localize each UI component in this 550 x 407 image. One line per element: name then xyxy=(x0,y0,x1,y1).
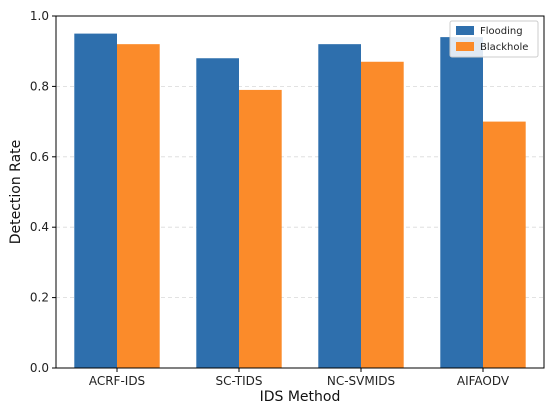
x-tick-label: SC-TIDS xyxy=(216,374,263,388)
x-axis-title: IDS Method xyxy=(260,389,341,405)
y-tick-label: 0.8 xyxy=(30,79,49,93)
legend-label-flooding: Flooding xyxy=(480,26,523,37)
legend: Flooding Blackhole xyxy=(449,20,539,58)
bar-flooding-acrf-ids xyxy=(74,33,117,368)
bar-blackhole-sc-tids xyxy=(239,89,282,369)
bar-blackhole-acrf-ids xyxy=(117,44,160,368)
plot-frame xyxy=(55,15,545,369)
y-tick-label: 1.0 xyxy=(30,9,49,23)
y-tick-label: 0.2 xyxy=(30,291,49,305)
x-tick-label: ACRF-IDS xyxy=(89,374,145,388)
y-axis-title: Detection Rate xyxy=(8,140,24,245)
y-tick-label: 0.4 xyxy=(30,220,49,234)
legend-swatch-flooding xyxy=(456,26,474,35)
bar-flooding-aifaodv xyxy=(440,37,483,369)
bars-layer xyxy=(74,33,526,369)
bar-flooding-nc-svmids xyxy=(318,44,361,368)
bar-blackhole-nc-svmids xyxy=(361,61,404,368)
x-tick-label: AIFAODV xyxy=(457,374,510,388)
bar-blackhole-aifaodv xyxy=(483,121,526,368)
y-tick-label: 0.6 xyxy=(30,150,49,164)
x-tick-label: NC-SVMIDS xyxy=(327,374,395,388)
bar-flooding-sc-tids xyxy=(196,58,239,369)
legend-swatch-blackhole xyxy=(456,42,474,51)
y-tick-label: 0.0 xyxy=(30,361,49,375)
ticks-layer: 0.0 0.2 0.4 0.6 0.8 1.0 ACRF-IDS SC-TIDS NC-SVMI… xyxy=(30,9,510,388)
legend-label-blackhole: Blackhole xyxy=(480,42,528,53)
